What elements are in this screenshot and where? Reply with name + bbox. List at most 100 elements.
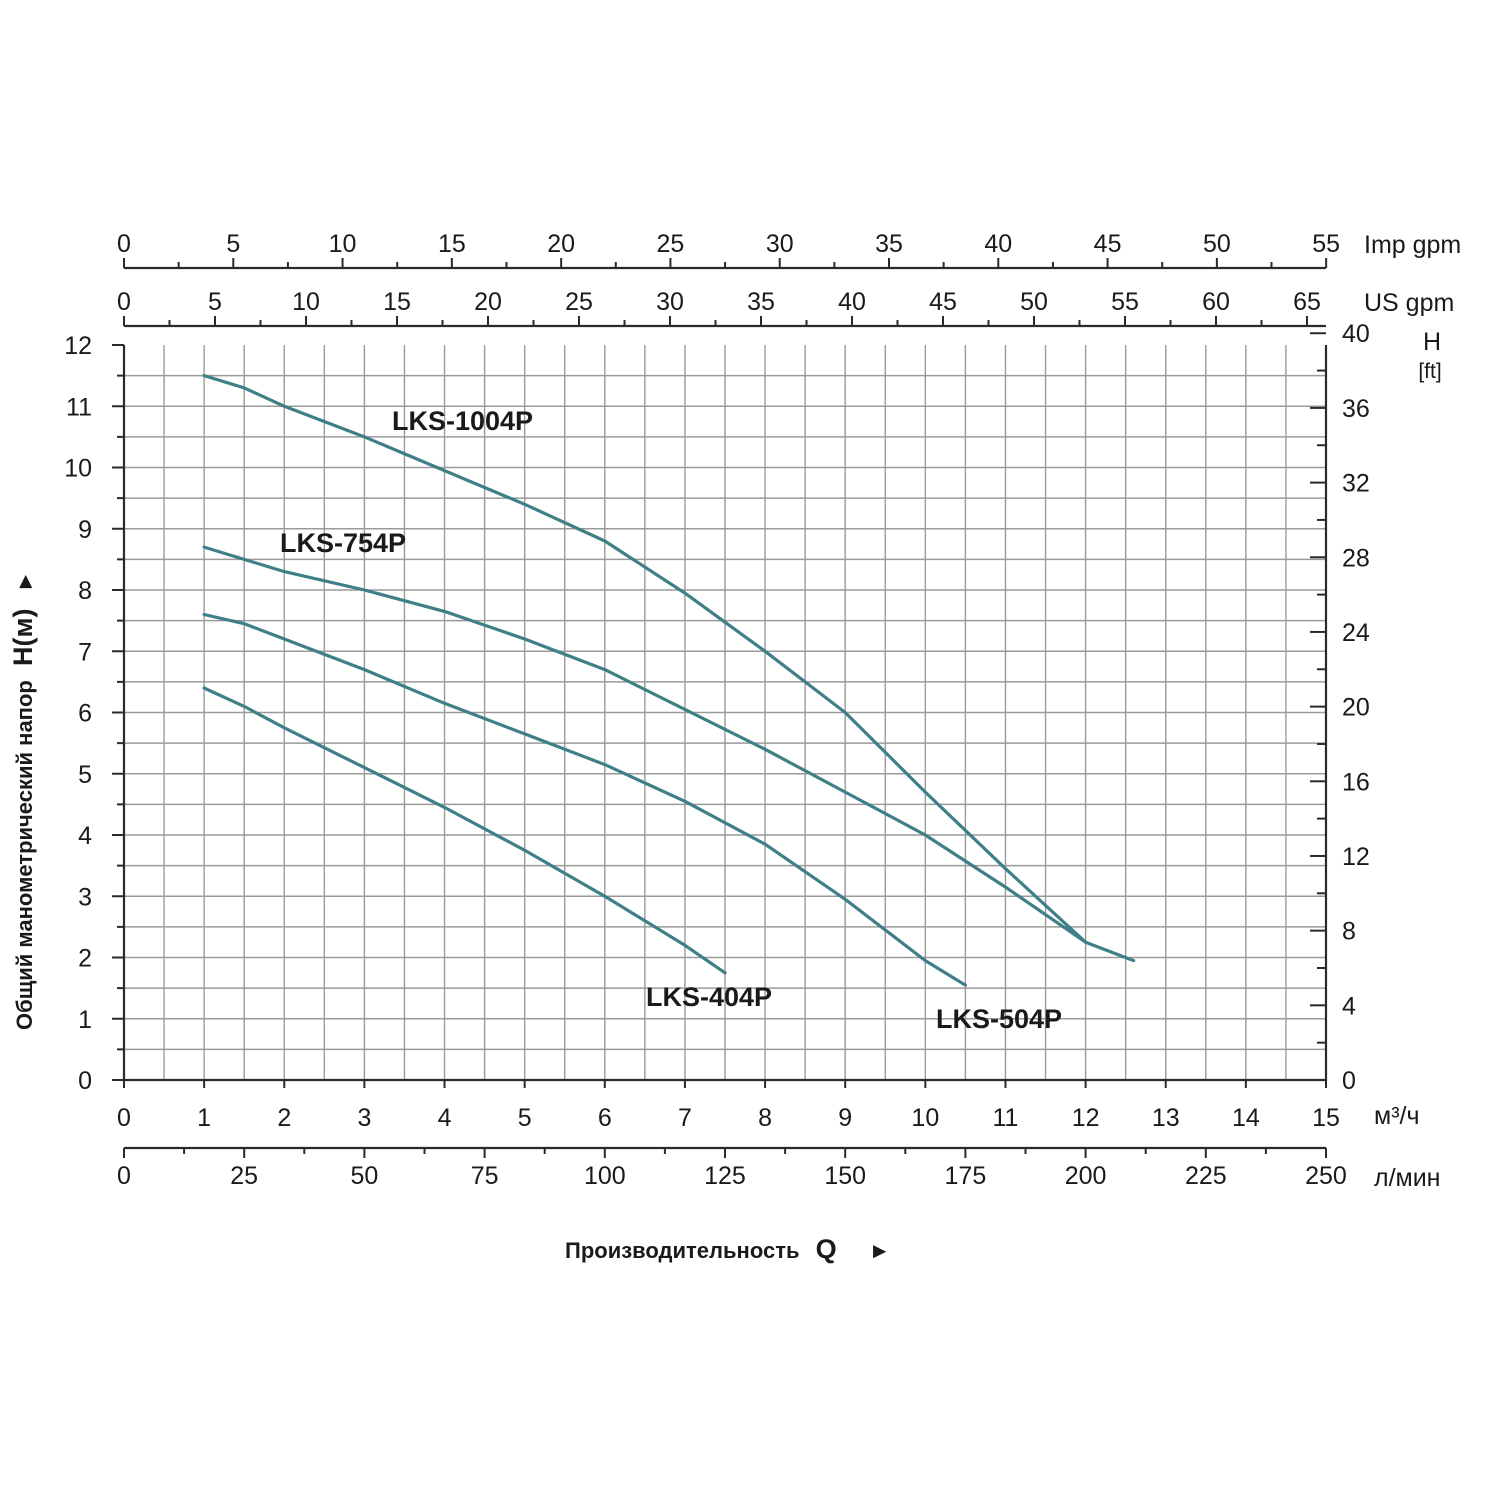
- us-gpm-tick-label: 40: [838, 288, 866, 316]
- lmin-tick-label: 200: [1065, 1162, 1107, 1190]
- h-ft-tick-label: 20: [1342, 694, 1370, 722]
- curve-lks-404p: [202, 686, 727, 975]
- imp-gpm-tick-label: 10: [329, 230, 357, 258]
- x-axis-title-text: Производительность: [565, 1238, 800, 1263]
- us-gpm-tick-label: 35: [747, 288, 775, 316]
- m3h-tick-label: 11: [992, 1104, 1018, 1132]
- x-axis-arrow: ►: [869, 1238, 891, 1263]
- m3h-tick-label: 13: [1152, 1104, 1180, 1132]
- m3h-tick-label: 15: [1312, 1104, 1340, 1132]
- h-m-tick-label: 2: [78, 945, 92, 973]
- m3h-tick-label: 5: [518, 1104, 532, 1132]
- imp-gpm-tick-label: 0: [117, 230, 131, 258]
- lmin-tick-label: 100: [584, 1162, 626, 1190]
- series-label-lks-404p: LKS-404P: [646, 982, 772, 1012]
- curves: [202, 374, 1136, 987]
- imp-gpm-unit: Imp gpm: [1364, 231, 1461, 259]
- h-ft-tick-label: 4: [1342, 992, 1356, 1020]
- curve-lks-504p: [202, 612, 967, 987]
- h-ft-tick-label: 0: [1342, 1067, 1356, 1095]
- imp-gpm-tick-label: 20: [547, 230, 575, 258]
- h-m-tick-label: 1: [78, 1006, 92, 1034]
- series-label-lks-754p: LKS-754P: [280, 528, 406, 558]
- m3h-tick-label: 14: [1232, 1104, 1260, 1132]
- h-ft-tick-label: 40: [1342, 320, 1370, 348]
- series-label-lks-504p: LKS-504P: [936, 1004, 1062, 1034]
- lmin-tick-label: 175: [945, 1162, 987, 1190]
- us-gpm-tick-label: 30: [656, 288, 684, 316]
- x-axis-title: Производительность Q ►: [565, 1234, 891, 1264]
- imp-gpm-tick-label: 25: [657, 230, 685, 258]
- imp-gpm-tick-label: 50: [1203, 230, 1231, 258]
- us-gpm-tick-label: 5: [208, 288, 222, 316]
- m3h-tick-label: 7: [678, 1104, 692, 1132]
- lmin-tick-label: 250: [1305, 1162, 1347, 1190]
- h-ft-tick-label: 8: [1342, 918, 1356, 946]
- us-gpm-tick-label: 0: [117, 288, 131, 316]
- lmin-tick-label: 25: [230, 1162, 258, 1190]
- m3h-unit: м³/ч: [1374, 1102, 1419, 1130]
- h-m-tick-label: 10: [64, 455, 92, 483]
- h-ft-tick-label: 32: [1342, 470, 1370, 498]
- lmin-tick-label: 75: [471, 1162, 499, 1190]
- h-ft-unit-line2: [ft]: [1418, 360, 1441, 383]
- m3h-tick-label: 10: [911, 1104, 939, 1132]
- h-ft-tick-label: 24: [1342, 619, 1370, 647]
- us-gpm-unit: US gpm: [1364, 289, 1454, 317]
- h-m-tick-label: 8: [78, 577, 92, 605]
- imp-gpm-tick-label: 55: [1312, 230, 1340, 258]
- us-gpm-tick-label: 65: [1293, 288, 1321, 316]
- us-gpm-tick-label: 50: [1020, 288, 1048, 316]
- imp-gpm-tick-label: 15: [438, 230, 466, 258]
- h-ft-tick-label: 28: [1342, 544, 1370, 572]
- imp-gpm-tick-label: 40: [984, 230, 1012, 258]
- h-m-tick-label: 0: [78, 1067, 92, 1095]
- h-m-tick-label: 12: [64, 332, 92, 360]
- series-labels: LKS-1004P LKS-754P LKS-504P LKS-404P: [280, 406, 1062, 1034]
- h-m-tick-label: 9: [78, 516, 92, 544]
- us-gpm-tick-label: 60: [1202, 288, 1230, 316]
- y-axis-arrow: ►: [12, 571, 37, 593]
- lmin-tick-label: 50: [350, 1162, 378, 1190]
- m3h-tick-label: 6: [598, 1104, 612, 1132]
- lmin-tick-label: 0: [117, 1162, 131, 1190]
- m3h-tick-label: 4: [438, 1104, 452, 1132]
- imp-gpm-tick-label: 5: [226, 230, 240, 258]
- h-ft-tick-label: 16: [1342, 768, 1370, 796]
- h-m-tick-label: 7: [78, 638, 92, 666]
- y-axis-symbol: H(м): [8, 609, 38, 666]
- series-label-lks-1004p: LKS-1004P: [392, 406, 533, 436]
- h-m-tick-label: 3: [78, 883, 92, 911]
- m3h-tick-label: 12: [1072, 1104, 1100, 1132]
- h-m-tick-label: 5: [78, 761, 92, 789]
- m3h-tick-label: 8: [758, 1104, 772, 1132]
- us-gpm-tick-label: 20: [474, 288, 502, 316]
- h-ft-unit-line1: H: [1423, 328, 1441, 356]
- h-m-tick-label: 6: [78, 700, 92, 728]
- curve-lks-1004p: [202, 374, 1136, 963]
- us-gpm-tick-label: 10: [292, 288, 320, 316]
- lmin-tick-label: 150: [824, 1162, 866, 1190]
- us-gpm-tick-label: 25: [565, 288, 593, 316]
- h-ft-tick-label: 36: [1342, 395, 1370, 423]
- imp-gpm-tick-label: 45: [1094, 230, 1122, 258]
- grid: [124, 345, 1326, 1080]
- y-axis-title: Общий манометрический напор H(м) ►: [8, 571, 38, 1030]
- m3h-tick-label: 2: [277, 1104, 291, 1132]
- h-ft-tick-label: 12: [1342, 843, 1370, 871]
- lmin-unit: л/мин: [1374, 1164, 1441, 1192]
- imp-gpm-tick-label: 30: [766, 230, 794, 258]
- m3h-tick-label: 0: [117, 1104, 131, 1132]
- h-m-tick-label: 4: [78, 822, 92, 850]
- us-gpm-tick-label: 15: [383, 288, 411, 316]
- lmin-tick-label: 125: [704, 1162, 746, 1190]
- imp-gpm-tick-label: 35: [875, 230, 903, 258]
- lmin-tick-label: 225: [1185, 1162, 1227, 1190]
- us-gpm-tick-label: 45: [929, 288, 957, 316]
- m3h-tick-label: 9: [838, 1104, 852, 1132]
- axes: 0 5 10 15 20 25 30 35 40 45 50 550 5 10 15 20 25 30 35 40 45…: [64, 230, 1370, 1190]
- m3h-tick-label: 3: [357, 1104, 371, 1132]
- y-axis-title-text: Общий манометрический напор: [12, 680, 37, 1030]
- us-gpm-tick-label: 55: [1111, 288, 1139, 316]
